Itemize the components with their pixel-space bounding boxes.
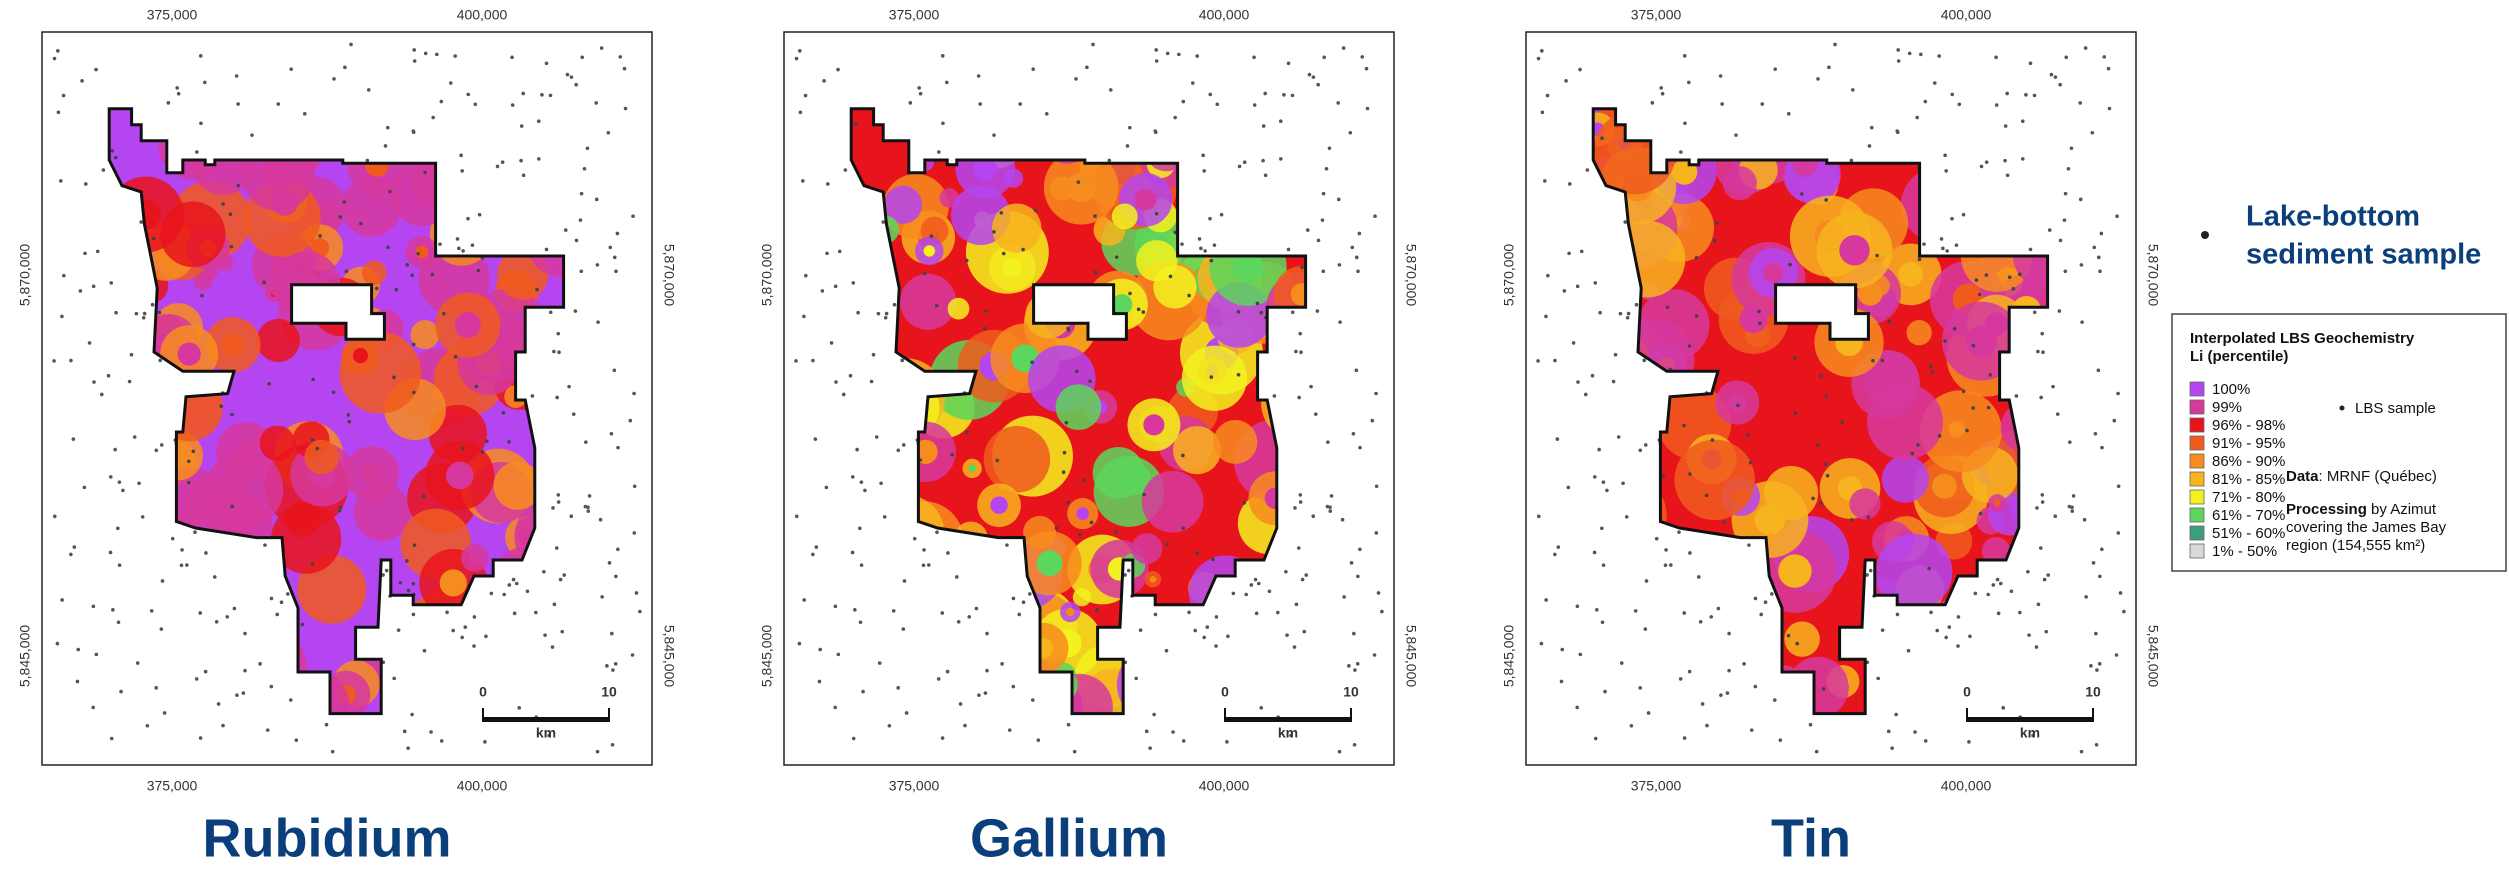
scale-bar (1224, 717, 1352, 722)
legend-label: 96% - 98% (2212, 417, 2285, 434)
legend-label: 61% - 70% (2212, 507, 2285, 524)
sample-note: Lake-bottom (2246, 201, 2420, 233)
sample-dot (2201, 231, 2209, 239)
x-tick-label: 400,000 (1941, 7, 1992, 23)
legend-label: 71% - 80% (2212, 489, 2285, 506)
y-tick-label: 5,845,000 (2145, 625, 2161, 687)
panel-title: Tin (1771, 808, 1851, 868)
processing-key: Processing (2286, 501, 2367, 518)
legend-swatch (2190, 436, 2204, 450)
legend-label: 86% - 90% (2212, 453, 2285, 470)
legend-sample-dot (2340, 406, 2345, 411)
legend-data: Data: MRNF (Québec) (2286, 468, 2437, 485)
legend-swatch (2190, 454, 2204, 468)
maps: 375,000 375,000 400,000 400,000 5,870,000 5,8… (17, 7, 2162, 869)
y-tick-label: 5,845,000 (661, 625, 677, 687)
legend-label: 100% (2212, 381, 2250, 398)
legend-swatch (2190, 418, 2204, 432)
x-tick-label: 375,000 (1631, 778, 1682, 794)
scale-bar (1966, 717, 2094, 722)
scale-start: 0 (479, 684, 487, 700)
x-tick-label: 375,000 (147, 778, 198, 794)
scale-end: 10 (2085, 684, 2101, 700)
legend-processing: Processing by Azimut (2286, 501, 2437, 518)
legend-label: 99% (2212, 399, 2242, 416)
data-text: : MRNF (Québec) (2319, 468, 2437, 485)
y-tick-label: 5,870,000 (759, 244, 775, 306)
page: 375,000 375,000 400,000 400,000 5,870,000 5,8… (0, 0, 2509, 869)
processing-line: region (154,555 km²) (2286, 537, 2425, 554)
scale-bar (482, 717, 610, 722)
scale-unit: km (536, 725, 556, 741)
panel-title: Rubidium (203, 808, 452, 868)
processing-line: covering the James Bay (2286, 519, 2447, 536)
y-tick-label: 5,870,000 (661, 244, 677, 306)
legend-subtitle: Li (percentile) (2190, 348, 2288, 365)
legend-swatch (2190, 490, 2204, 504)
legend-swatch (2190, 400, 2204, 414)
y-tick-label: 5,870,000 (1501, 244, 1517, 306)
scale-unit: km (2020, 725, 2040, 741)
y-tick-label: 5,870,000 (2145, 244, 2161, 306)
legend-sample-label: LBS sample (2355, 400, 2436, 417)
x-tick-label: 375,000 (147, 7, 198, 23)
x-tick-label: 375,000 (1631, 7, 1682, 23)
legend-swatch (2190, 472, 2204, 486)
map-panel: 375,000 375,000 400,000 400,000 5,870,000 5,8… (1501, 7, 2162, 869)
x-tick-label: 375,000 (889, 7, 940, 23)
panel-title: Gallium (970, 808, 1168, 868)
legend: Interpolated LBS Geochemistry Li (percen… (2172, 314, 2506, 571)
legend-title: Interpolated LBS Geochemistry (2190, 330, 2415, 347)
data-key: Data (2286, 468, 2319, 485)
x-tick-label: 400,000 (1941, 778, 1992, 794)
scale-start: 0 (1221, 684, 1229, 700)
sample-note: sediment sample (2246, 239, 2481, 271)
legend-label: 1% - 50% (2212, 543, 2277, 560)
scale-start: 0 (1963, 684, 1971, 700)
legend-swatch (2190, 382, 2204, 396)
legend-swatch (2190, 526, 2204, 540)
x-tick-label: 400,000 (1199, 778, 1250, 794)
y-tick-label: 5,870,000 (1403, 244, 1419, 306)
y-tick-label: 5,845,000 (759, 625, 775, 687)
scale-end: 10 (1343, 684, 1359, 700)
legend-label: 91% - 95% (2212, 435, 2285, 452)
legend-label: 81% - 85% (2212, 471, 2285, 488)
x-tick-label: 400,000 (457, 7, 508, 23)
legend-label: 51% - 60% (2212, 525, 2285, 542)
y-tick-label: 5,845,000 (1403, 625, 1419, 687)
processing-line: by Azimut (2367, 501, 2437, 518)
scale-unit: km (1278, 725, 1298, 741)
map-panel: 375,000 375,000 400,000 400,000 5,870,000 5,8… (17, 7, 678, 869)
legend-swatch (2190, 544, 2204, 558)
y-tick-label: 5,845,000 (17, 625, 33, 687)
x-tick-label: 375,000 (889, 778, 940, 794)
map-panel: 375,000 375,000 400,000 400,000 5,870,000 5,8… (759, 7, 1420, 869)
y-tick-label: 5,845,000 (1501, 625, 1517, 687)
scale-end: 10 (601, 684, 617, 700)
legend-swatch (2190, 508, 2204, 522)
x-tick-label: 400,000 (1199, 7, 1250, 23)
y-tick-label: 5,870,000 (17, 244, 33, 306)
x-tick-label: 400,000 (457, 778, 508, 794)
